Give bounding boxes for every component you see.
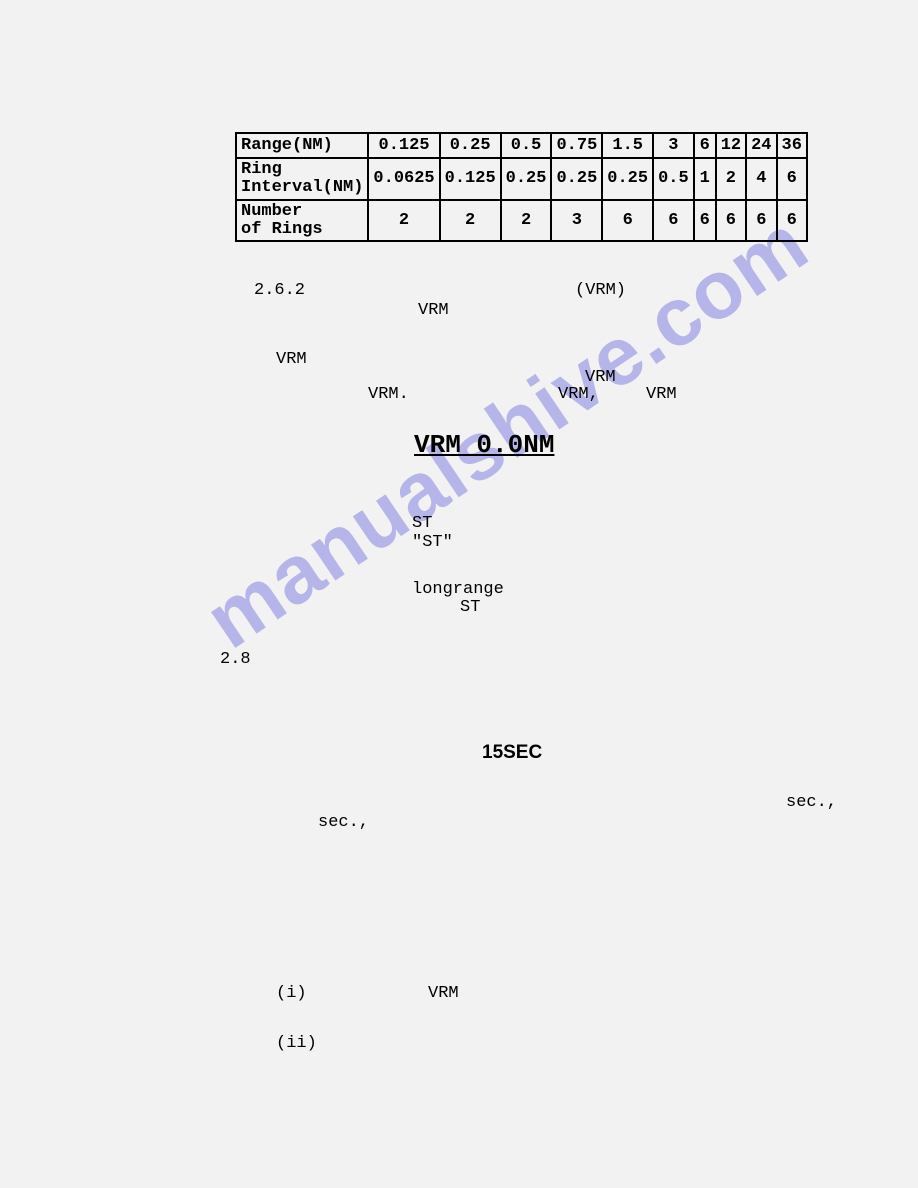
table-cell: 36 [777,133,807,158]
vrm-paren: (VRM) [575,281,626,300]
vrm-label: VRM [418,301,449,320]
st-quoted: "ST" [412,533,453,552]
table-cell: 2 [368,200,439,242]
vrm-label: VRM [428,984,459,1003]
section-2-6-2: 2.6.2 [254,281,305,300]
table-cell: 6 [694,133,716,158]
table-row: Numberof Rings2223666666 [236,200,807,242]
st-label: ST [412,514,432,533]
table-cell: 0.125 [440,158,501,200]
vrm-comma: VRM, [558,385,599,404]
list-item-i: (i) [276,984,307,1003]
table-cell: 0.25 [551,158,602,200]
table-cell: 1.5 [602,133,653,158]
table-row: RingInterval(NM)0.06250.1250.250.250.250… [236,158,807,200]
vrm-label: VRM [646,385,677,404]
table-cell: 0.25 [501,158,552,200]
table-cell: 6 [746,200,776,242]
table: Range(NM)0.1250.250.50.751.536122436Ring… [235,132,808,242]
table-cell: 6 [694,200,716,242]
table-cell: 0.25 [440,133,501,158]
table-cell: 6 [777,200,807,242]
table-cell: 6 [777,158,807,200]
longrange-label: longrange [412,580,504,599]
table-cell: 3 [653,133,694,158]
vrm-dot: VRM. [368,385,409,404]
table-cell: 0.5 [501,133,552,158]
row-header: RingInterval(NM) [236,158,368,200]
row-header: Numberof Rings [236,200,368,242]
table-cell: 1 [694,158,716,200]
table-cell: 2 [440,200,501,242]
table-cell: 0.0625 [368,158,439,200]
vrm-label: VRM [276,350,307,369]
table-cell: 2 [501,200,552,242]
table-cell: 6 [653,200,694,242]
st-label: ST [460,598,480,617]
table-cell: 6 [602,200,653,242]
vrm-heading: VRM 0.0NM [414,430,554,460]
table-cell: 12 [716,133,746,158]
table-cell: 0.125 [368,133,439,158]
range-table: Range(NM)0.1250.250.50.751.536122436Ring… [235,132,808,242]
table-cell: 2 [716,158,746,200]
table-cell: 4 [746,158,776,200]
table-row: Range(NM)0.1250.250.50.751.536122436 [236,133,807,158]
page: manualshive.com Range(NM)0.1250.250.50.7… [40,20,880,1168]
table-cell: 0.25 [602,158,653,200]
table-cell: 24 [746,133,776,158]
list-item-ii: (ii) [276,1034,317,1053]
table-cell: 6 [716,200,746,242]
sec-comma: sec., [318,813,369,832]
table-cell: 0.75 [551,133,602,158]
sec15-label: 15SEC [482,742,542,764]
row-header: Range(NM) [236,133,368,158]
table-cell: 0.5 [653,158,694,200]
sec-comma: sec., [786,793,837,812]
section-2-8: 2.8 [220,650,251,669]
table-cell: 3 [551,200,602,242]
